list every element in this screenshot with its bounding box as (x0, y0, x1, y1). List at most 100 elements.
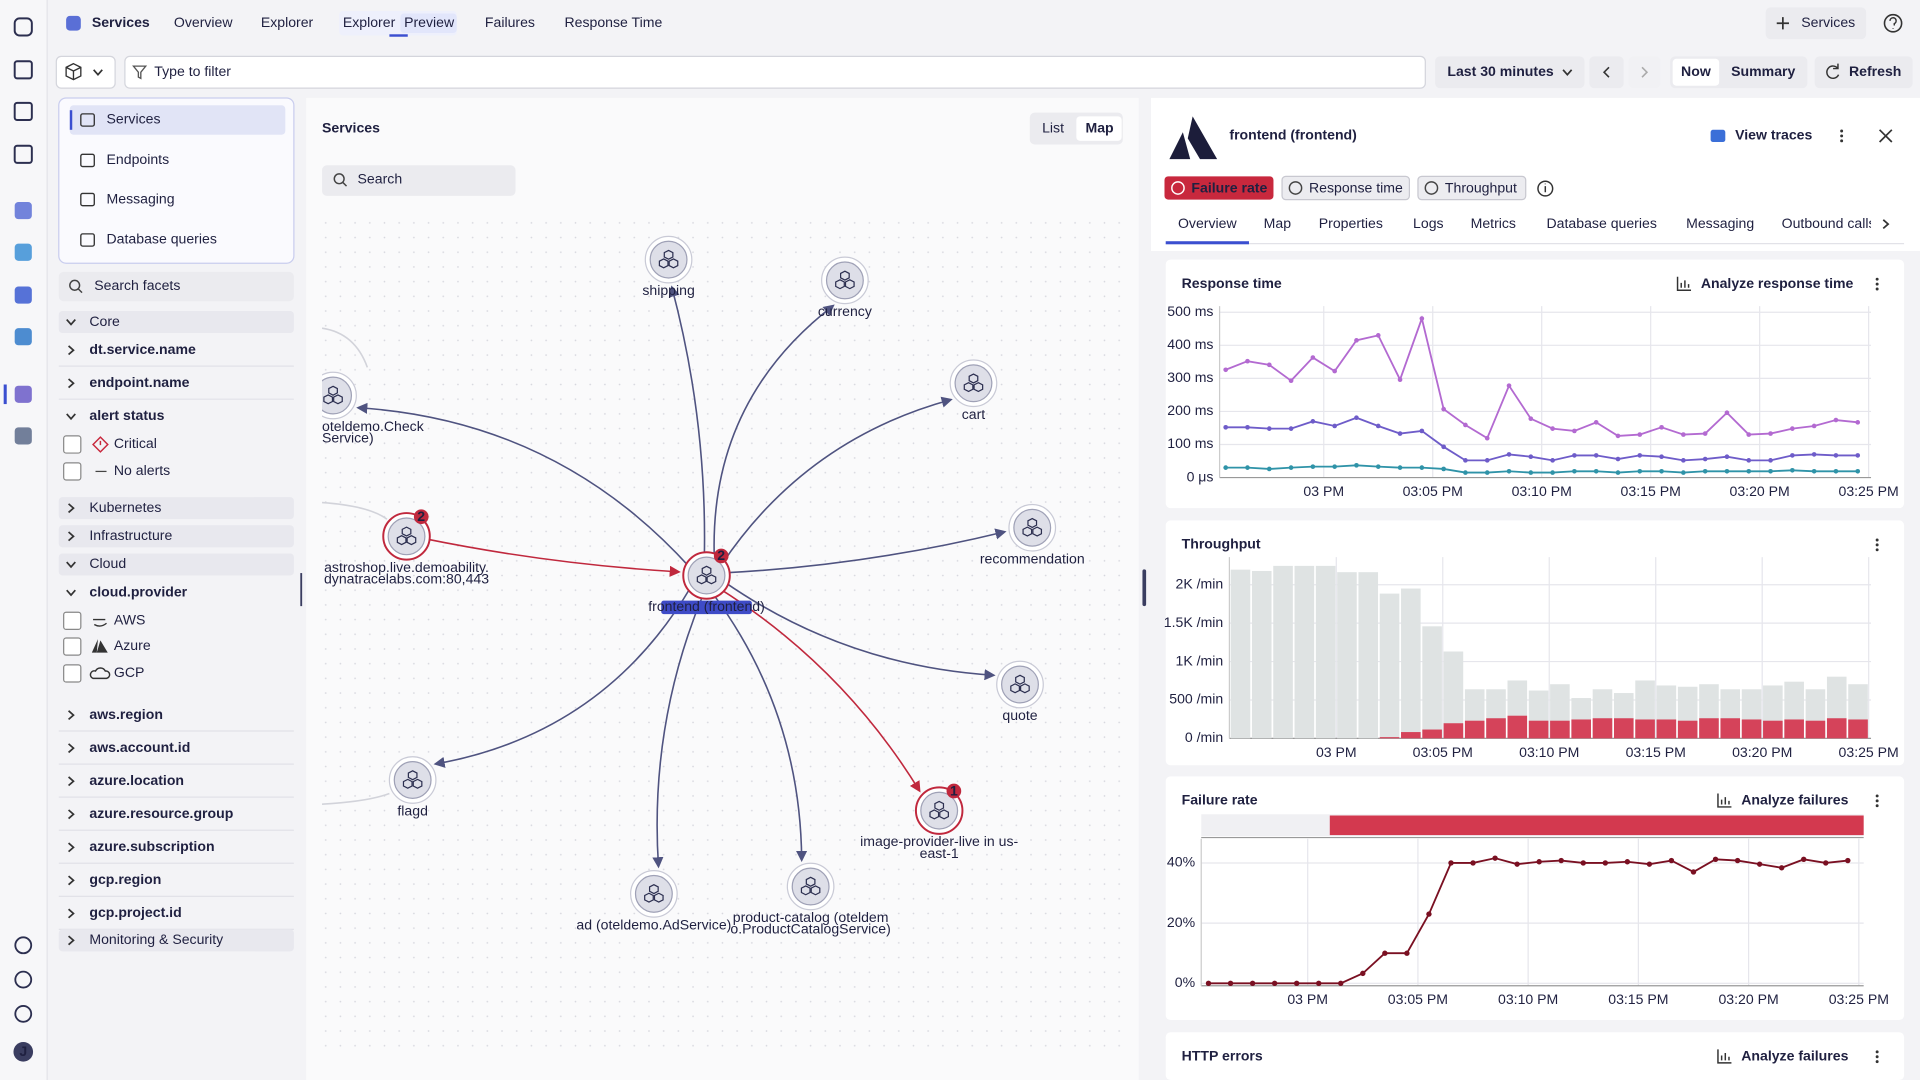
analyze-action[interactable]: Analyze failures (1741, 792, 1848, 808)
facet-field[interactable]: azure.location (89, 772, 184, 788)
detail-tab[interactable]: Database queries (1547, 215, 1657, 231)
view-item[interactable]: Database queries (107, 231, 217, 247)
facet-option[interactable]: AWS (114, 612, 146, 628)
detail-tab[interactable]: Overview (1178, 215, 1238, 231)
detail-tab[interactable]: Logs (1413, 215, 1444, 231)
detail-tab[interactable]: Map (1264, 215, 1292, 231)
facet-option[interactable]: No alerts (114, 462, 170, 478)
rail-icon[interactable] (14, 1005, 33, 1023)
view-item[interactable]: Messaging (107, 190, 175, 206)
checkbox[interactable] (63, 462, 82, 481)
rail-app-icon[interactable] (14, 385, 32, 403)
facet-field[interactable]: cloud.provider (89, 583, 187, 599)
add-button[interactable] (1765, 7, 1867, 40)
card-bg (1165, 259, 1905, 509)
facet-group[interactable]: Kubernetes (89, 499, 161, 515)
metric-chip[interactable] (1417, 175, 1527, 201)
service-node[interactable]: 2 astroshop.live.demoability.dynatracelab… (324, 508, 489, 586)
filter-box[interactable] (124, 55, 1426, 89)
facet-search[interactable] (58, 271, 294, 302)
facet-option[interactable]: Critical (114, 435, 157, 451)
rail-icon[interactable] (14, 936, 33, 955)
service-node[interactable]: 2 frontend (frontend) (648, 547, 765, 615)
node-cube (407, 770, 418, 781)
rail-icon[interactable] (13, 101, 33, 121)
metric-chip[interactable] (1281, 175, 1410, 201)
nav-tab[interactable]: Failures (485, 14, 535, 30)
rail-app-icon[interactable] (14, 286, 32, 304)
view-item[interactable]: Services (107, 111, 161, 127)
service-node[interactable]: 1 image-provider-live in us-east-1 (860, 782, 1018, 860)
service-node[interactable]: product-catalog (oteldemo.ProductCatalog… (730, 862, 891, 937)
detail-tab[interactable]: Properties (1319, 215, 1383, 231)
service-node[interactable]: ad (oteldemo.AdService) (576, 870, 731, 933)
rail-icon[interactable] (13, 60, 33, 80)
facet-field[interactable]: gcp.region (89, 871, 161, 887)
toggle-option[interactable]: Map (1086, 119, 1115, 135)
close-icon[interactable] (1878, 129, 1893, 143)
detail-tab[interactable]: Messaging (1686, 215, 1754, 231)
analyze-action[interactable]: Analyze failures (1741, 1047, 1848, 1063)
facet-field[interactable]: azure.resource.group (89, 805, 233, 821)
facet-field[interactable]: dt.service.name (89, 341, 196, 357)
facet-field[interactable]: aws.region (89, 706, 163, 722)
service-node[interactable]: quote (996, 660, 1044, 723)
checkbox[interactable] (63, 435, 82, 454)
checkbox[interactable] (63, 637, 82, 656)
facet-option[interactable]: Azure (114, 637, 151, 653)
facet-field[interactable]: gcp.project.id (89, 904, 181, 920)
facet-group[interactable]: Monitoring & Security (89, 931, 224, 947)
toggle-option[interactable]: List (1042, 119, 1064, 135)
prev-button[interactable] (1589, 56, 1624, 89)
service-node[interactable]: shipping (642, 235, 695, 298)
rail-icon[interactable] (13, 144, 33, 164)
rail-app-icon[interactable] (14, 202, 32, 220)
metric-chip[interactable] (1164, 176, 1274, 200)
x-tick-label: 03:15 PM (1621, 483, 1681, 499)
panel-divider[interactable] (1142, 569, 1147, 607)
detail-tab[interactable]: Outbound calls (1782, 215, 1876, 231)
offscreen-edge (322, 327, 369, 368)
view-traces[interactable]: View traces (1735, 127, 1812, 143)
scope-button[interactable] (55, 55, 116, 89)
facet-field[interactable]: endpoint.name (89, 374, 189, 390)
view-item[interactable]: Endpoints (107, 151, 170, 167)
service-node[interactable]: recommendation (980, 503, 1085, 566)
service-node[interactable]: flagd (388, 756, 437, 819)
facet-field[interactable]: alert status (89, 407, 164, 423)
facet-group[interactable]: Infrastructure (89, 527, 172, 543)
y-tick-label: 100 ms (1167, 435, 1213, 451)
avatar[interactable] (13, 1042, 34, 1062)
service-node[interactable]: currency (818, 256, 873, 319)
nav-tab[interactable]: Explorer (343, 14, 396, 30)
rail-icon[interactable] (13, 17, 33, 37)
rail-app-icon[interactable] (14, 328, 32, 346)
service-node[interactable]: cart (949, 359, 998, 422)
now-label[interactable]: Now (1681, 63, 1711, 79)
checkbox[interactable] (63, 664, 82, 683)
now-button[interactable] (1672, 58, 1720, 86)
analyze-action[interactable]: Analyze response time (1701, 275, 1854, 291)
nav-tab[interactable]: Explorer (261, 14, 314, 30)
refresh-button[interactable] (1814, 56, 1913, 89)
checkbox[interactable] (63, 611, 82, 630)
x-tick-label: 03:10 PM (1519, 744, 1579, 760)
help-icon[interactable] (1883, 13, 1903, 33)
next-button[interactable] (1628, 56, 1661, 89)
nav-tab[interactable]: Overview (174, 14, 234, 30)
series-point (1506, 383, 1512, 388)
rail-icon[interactable] (14, 970, 33, 989)
nav-tab[interactable]: Response Time (564, 14, 662, 30)
timeframe-button[interactable] (1435, 56, 1585, 89)
facet-field[interactable]: aws.account.id (89, 739, 190, 755)
facet-group[interactable]: Cloud (89, 555, 126, 571)
facet-field[interactable]: azure.subscription (89, 838, 214, 854)
summary-label[interactable]: Summary (1731, 63, 1795, 79)
facet-group[interactable]: Core (89, 313, 120, 329)
detail-tab[interactable]: Metrics (1471, 215, 1516, 231)
rail-app-icon[interactable] (14, 243, 32, 261)
rail-app-icon[interactable] (14, 427, 32, 445)
map-search[interactable] (322, 165, 516, 196)
facet-option[interactable]: GCP (114, 664, 145, 680)
